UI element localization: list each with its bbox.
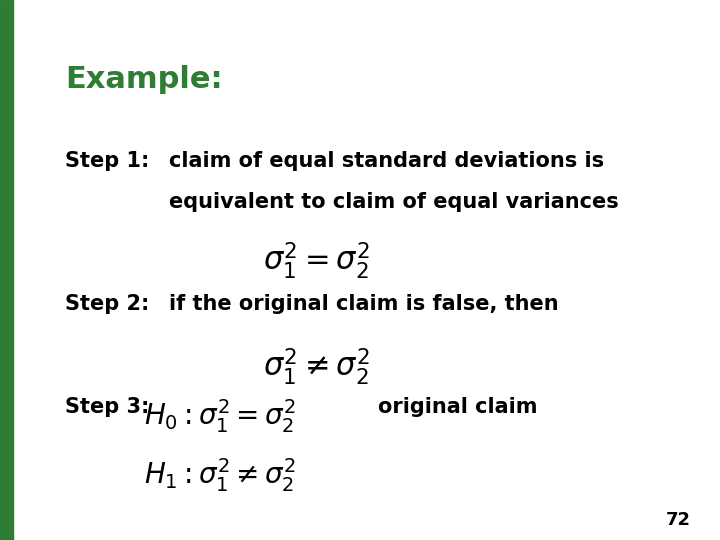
Text: $H_0 : \sigma_1^2 = \sigma_2^2$: $H_0 : \sigma_1^2 = \sigma_2^2$ <box>144 397 296 435</box>
Text: 72: 72 <box>666 511 691 529</box>
Text: $\sigma_1^2 \neq \sigma_2^2$: $\sigma_1^2 \neq \sigma_2^2$ <box>264 346 370 387</box>
Text: equivalent to claim of equal variances: equivalent to claim of equal variances <box>169 192 619 212</box>
Text: Example:: Example: <box>65 65 222 94</box>
Text: $H_1 : \sigma_1^2 \neq \sigma_2^2$: $H_1 : \sigma_1^2 \neq \sigma_2^2$ <box>144 456 296 494</box>
Text: claim of equal standard deviations is: claim of equal standard deviations is <box>169 151 604 171</box>
Text: if the original claim is false, then: if the original claim is false, then <box>169 294 559 314</box>
Text: original claim: original claim <box>378 397 538 417</box>
Text: Step 3:: Step 3: <box>65 397 149 417</box>
Bar <box>0 0 13 540</box>
Text: $\sigma_1^2 = \sigma_2^2$: $\sigma_1^2 = \sigma_2^2$ <box>264 240 370 281</box>
Text: Step 1:: Step 1: <box>65 151 149 171</box>
Text: Step 2:: Step 2: <box>65 294 149 314</box>
